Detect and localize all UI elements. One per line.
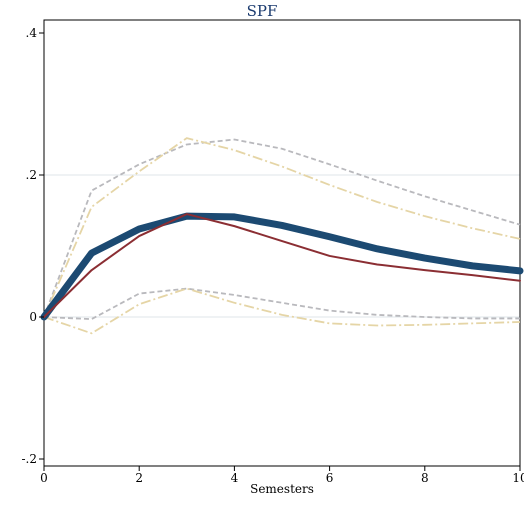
series-line-comparison xyxy=(43,213,521,318)
x-tick-label-3: 6 xyxy=(326,471,334,485)
series-line-upper-band-outer xyxy=(43,138,521,318)
y-tick-label-2: .2 xyxy=(26,168,37,182)
series-line-upper-band-inner xyxy=(43,137,521,318)
x-axis-title: Semesters xyxy=(250,482,314,496)
y-tick-label-0: -.2 xyxy=(21,452,37,466)
series-line-lower-band-inner xyxy=(43,287,521,335)
x-tick-label-2: 4 xyxy=(231,471,239,485)
y-tick-label-1: 0 xyxy=(29,310,37,324)
x-tick-label-0: 0 xyxy=(40,471,48,485)
grid-lines xyxy=(44,174,520,318)
series-line-point-estimate xyxy=(40,212,524,321)
y-tick-label-3: .4 xyxy=(26,26,38,40)
x-tick-label-4: 8 xyxy=(421,471,429,485)
plot-frame xyxy=(43,19,521,467)
x-tick-label-1: 2 xyxy=(135,471,143,485)
series-line-lower-band-outer xyxy=(43,287,520,321)
axes: -.20.2.40 2 4 6 8 10 xyxy=(21,26,524,485)
series-lines xyxy=(40,137,524,335)
x-tick-label-5: 10 xyxy=(512,471,524,485)
chart-title: SPF xyxy=(246,2,278,20)
